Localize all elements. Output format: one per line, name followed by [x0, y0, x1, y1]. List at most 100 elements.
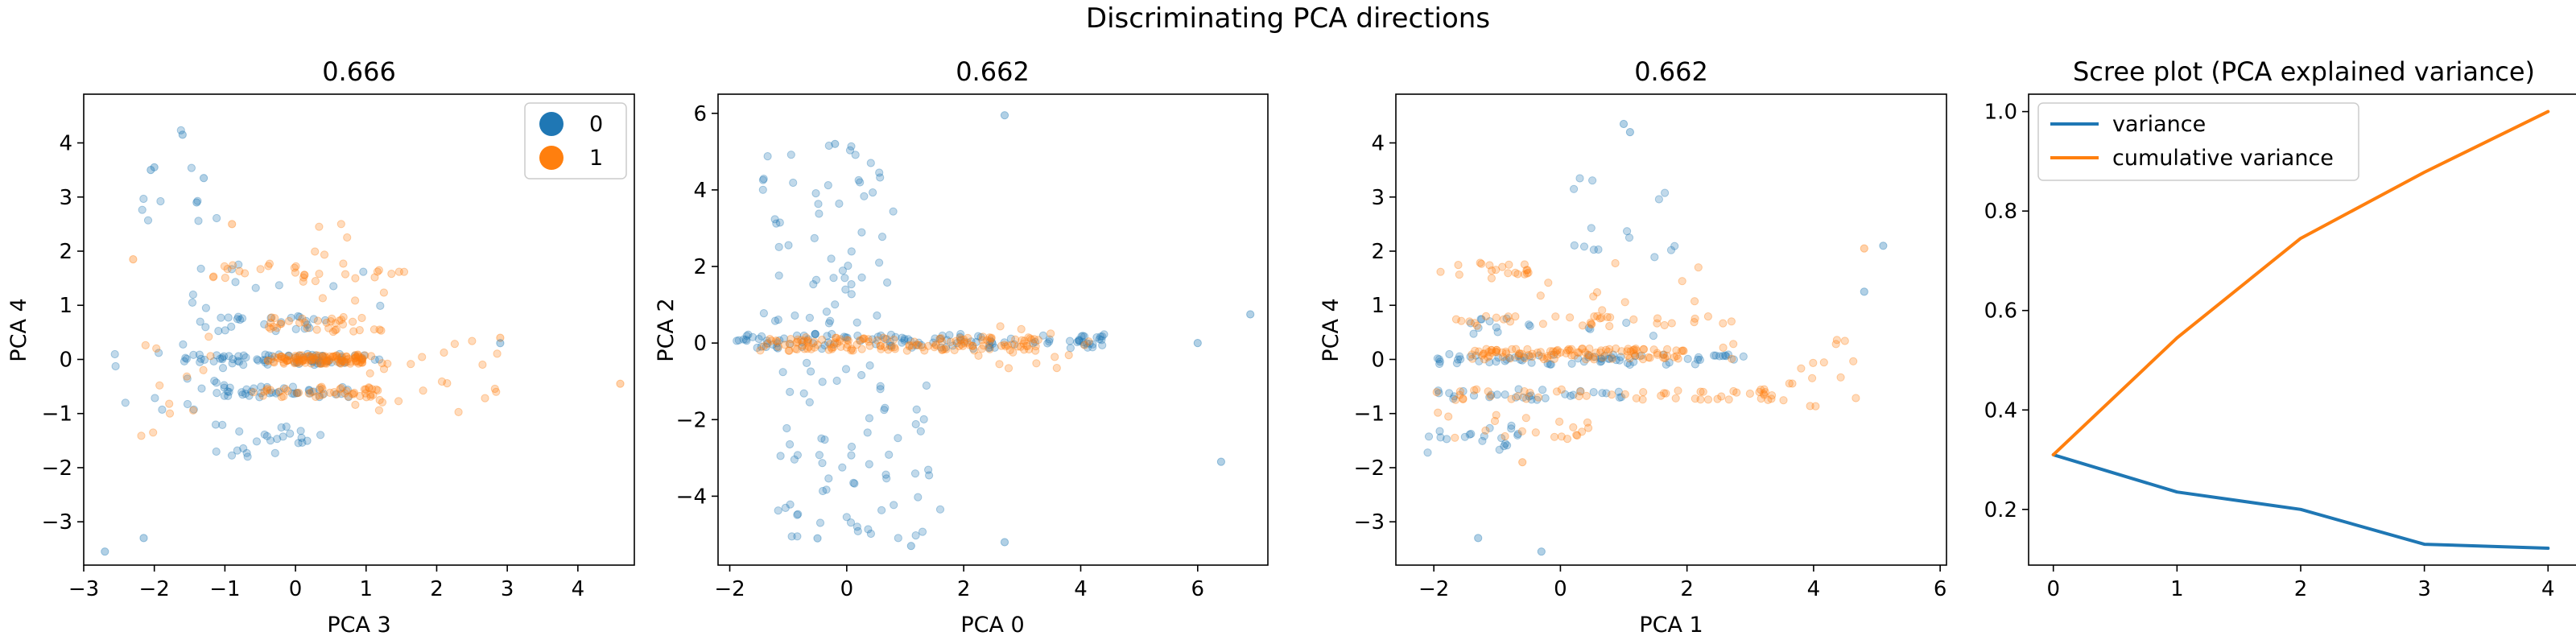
scatter-point — [1097, 336, 1106, 345]
scatter-point — [1064, 351, 1073, 360]
scatter-point — [1757, 394, 1765, 403]
scatter-point — [301, 356, 310, 365]
scatter-point — [847, 451, 856, 460]
y-tick-label: 0.6 — [1984, 299, 2017, 324]
scatter-point — [1485, 357, 1494, 367]
scatter-point — [443, 379, 452, 388]
scatter-point — [308, 387, 316, 396]
scatter-point — [1466, 319, 1476, 328]
scatter-point — [1468, 354, 1477, 363]
scatter-point — [277, 318, 286, 327]
scatter-point — [882, 335, 891, 344]
scatter-point — [305, 324, 314, 332]
scatter-point — [358, 353, 367, 363]
scatter-point — [296, 427, 305, 436]
scatter-point — [266, 324, 275, 333]
scatter-point — [894, 434, 902, 443]
scatter-point — [1717, 392, 1726, 401]
scatter-point — [1639, 388, 1648, 397]
scatter-point — [1029, 339, 1038, 348]
scatter-point — [1779, 396, 1788, 405]
scatter-point — [1578, 345, 1587, 353]
scatter-point — [322, 357, 331, 366]
scatter-point — [180, 357, 189, 365]
scatter-point — [1809, 358, 1818, 367]
scatter-point — [1724, 395, 1733, 404]
scatter-point — [786, 500, 795, 509]
scatter-point — [1480, 349, 1488, 358]
y-tick-label: 3 — [59, 186, 72, 210]
scatter-point — [1482, 345, 1491, 353]
scatter-point — [776, 452, 785, 460]
scatter-point — [1573, 348, 1583, 357]
scatter-point — [254, 356, 262, 365]
y-tick-label: 1.0 — [1984, 101, 2017, 125]
scatter-point — [279, 358, 288, 367]
scatter-point — [1004, 364, 1013, 373]
scatter-point — [216, 354, 225, 363]
scatter-point — [1615, 356, 1624, 365]
scatter-point — [234, 352, 243, 361]
scatter-point — [774, 342, 783, 351]
scatter-point — [851, 151, 860, 159]
scatter-point — [1590, 312, 1599, 321]
scatter-point — [223, 387, 232, 396]
scatter-point — [906, 336, 915, 345]
scatter-point — [1455, 387, 1465, 396]
scatter-point — [1507, 424, 1516, 433]
scatter-point — [295, 358, 304, 367]
scatter-point — [1589, 246, 1599, 254]
scatter-point — [334, 355, 343, 364]
scatter-point — [1492, 357, 1501, 366]
scatter-point — [823, 332, 832, 341]
scatter-point — [111, 361, 120, 371]
scatter-point — [902, 346, 911, 355]
scatter-point — [348, 390, 357, 398]
scatter-point — [824, 474, 833, 483]
scatter-point — [772, 219, 781, 228]
scatter-point — [1506, 354, 1515, 363]
scatter-point — [178, 130, 187, 139]
scatter-point — [1513, 352, 1523, 361]
scatter-point — [264, 351, 273, 360]
scatter-point — [311, 351, 320, 360]
scatter-point — [852, 341, 861, 349]
scatter-point — [1608, 354, 1616, 363]
scatter-point — [1724, 350, 1733, 359]
scatter-point — [1636, 352, 1645, 361]
scatter-point — [295, 351, 304, 360]
scatter-point — [223, 265, 232, 274]
scatter-point — [291, 352, 299, 361]
scatter-point — [1492, 266, 1501, 275]
legend-label-variance: variance — [2112, 112, 2206, 137]
scatter-point — [1524, 351, 1534, 360]
scatter-point — [328, 328, 337, 336]
scatter-point — [1585, 345, 1594, 353]
scatter-point — [300, 324, 309, 333]
scatter-point — [346, 359, 355, 368]
scatter-point — [336, 355, 346, 364]
scatter-point — [1623, 358, 1633, 368]
scatter-point — [208, 273, 217, 282]
scatter-point — [351, 353, 361, 361]
scatter-point — [881, 342, 890, 352]
scatter-point — [281, 385, 290, 394]
scatter-point — [1575, 392, 1583, 401]
scatter-point — [1596, 357, 1605, 366]
scatter-point — [294, 439, 303, 448]
scatter-point — [1728, 354, 1736, 363]
scatter-point — [351, 354, 360, 363]
scatter-point — [311, 277, 320, 286]
scatter-point — [1450, 392, 1459, 401]
scatter-point — [1605, 322, 1614, 331]
scatter-point — [1459, 386, 1468, 396]
scatter-point — [317, 382, 326, 391]
scatter-point — [964, 333, 972, 342]
scatter-point — [865, 341, 874, 350]
scatter-point — [235, 357, 244, 366]
scatter-point — [939, 345, 949, 353]
scatter-point — [229, 261, 237, 270]
scatter-point — [803, 358, 811, 367]
plot-area: −2 0 2 4 6 −3 −2 −1 0 1 2 3 4 — [1354, 119, 1946, 601]
scatter-point — [256, 265, 265, 274]
